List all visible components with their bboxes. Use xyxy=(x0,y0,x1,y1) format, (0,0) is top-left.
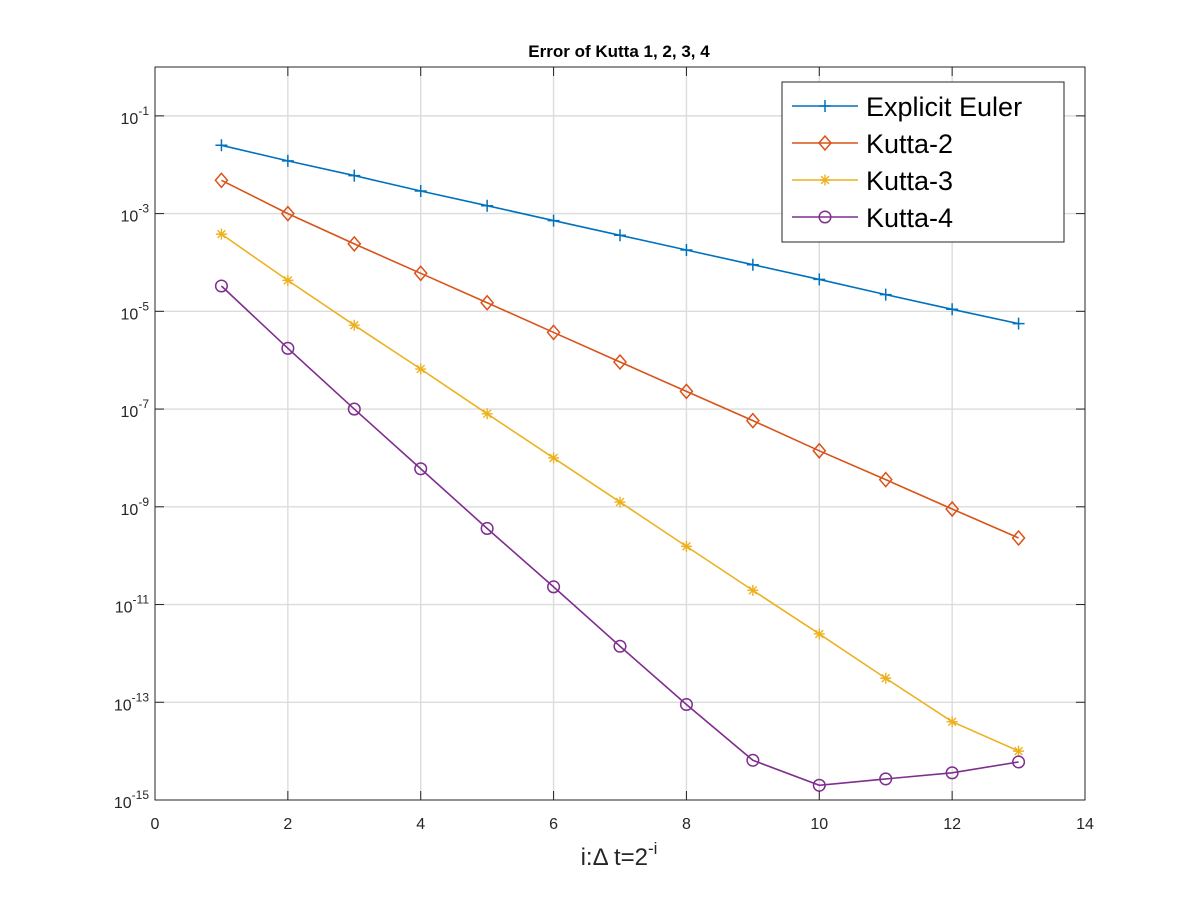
data-point xyxy=(878,471,893,488)
x-tick-label: 6 xyxy=(549,816,558,833)
series-3 xyxy=(214,279,1026,792)
data-point xyxy=(347,402,361,416)
x-tick-label: 10 xyxy=(810,816,828,833)
x-tick-label: 12 xyxy=(943,816,961,833)
data-point xyxy=(413,265,428,282)
data-point xyxy=(746,753,760,767)
y-tick-label: 10-9 xyxy=(121,495,150,519)
series-layer xyxy=(214,139,1026,792)
data-point xyxy=(812,442,827,459)
series-line xyxy=(220,285,1019,787)
x-tick-label: 14 xyxy=(1076,816,1094,833)
data-point xyxy=(282,274,294,286)
data-point xyxy=(745,412,760,429)
x-tick-label: 4 xyxy=(416,816,425,833)
data-point xyxy=(547,580,561,594)
legend: Explicit Euler Kutta-2 Kutta-3 Kutta-4 xyxy=(781,81,1065,243)
data-point xyxy=(746,258,759,271)
y-tick-label: 10-3 xyxy=(121,202,150,226)
data-point xyxy=(414,185,427,198)
legend-label: Explicit Euler xyxy=(866,92,1022,122)
legend-box xyxy=(781,81,1065,243)
legend-label: Kutta-4 xyxy=(866,203,953,233)
data-point xyxy=(414,462,428,476)
data-point xyxy=(1012,755,1026,769)
data-point xyxy=(879,288,892,301)
data-point xyxy=(1012,317,1025,330)
data-point xyxy=(813,273,826,286)
data-point xyxy=(415,363,427,375)
legend-item: Kutta-3 xyxy=(792,166,953,196)
y-tick-label: 10-5 xyxy=(121,299,150,323)
y-tick-label: 10-11 xyxy=(115,593,150,617)
data-point xyxy=(613,353,627,371)
data-point xyxy=(281,341,295,355)
data-point xyxy=(480,521,494,536)
data-point xyxy=(480,294,495,311)
data-point xyxy=(680,243,693,256)
data-point xyxy=(1013,745,1025,757)
data-point xyxy=(215,139,228,152)
data-point xyxy=(348,319,360,331)
data-point xyxy=(819,174,831,186)
data-point xyxy=(946,303,959,316)
data-point xyxy=(747,584,759,596)
chart-title: Error of Kutta 1, 2, 3, 4 xyxy=(528,42,710,61)
series-2 xyxy=(215,228,1025,757)
y-tick-label: 10-7 xyxy=(121,397,150,421)
data-point xyxy=(813,628,825,640)
x-tick-label: 0 xyxy=(151,816,160,833)
data-point xyxy=(945,500,960,518)
x-axis-tick-labels: 0 2 4 6 8 10 12 14 xyxy=(151,816,1094,833)
data-point xyxy=(347,235,362,253)
data-point xyxy=(214,279,228,293)
data-point xyxy=(546,324,561,341)
data-point xyxy=(614,229,626,242)
y-axis-tick-labels: 10-1 10-3 10-5 10-7 10-9 10-11 10-13 10-15 xyxy=(114,104,149,812)
data-point xyxy=(547,214,560,227)
data-point xyxy=(215,228,227,240)
series-1 xyxy=(214,172,1026,547)
series-line xyxy=(221,179,1019,539)
y-tick-label: 10-13 xyxy=(114,690,149,714)
data-point xyxy=(880,672,892,684)
data-point xyxy=(818,134,832,152)
data-point xyxy=(819,100,831,112)
legend-item: Explicit Euler xyxy=(792,92,1022,122)
y-tick-label: 10-1 xyxy=(121,104,150,128)
x-tick-label: 2 xyxy=(283,816,292,833)
legend-item: Kutta-4 xyxy=(792,203,953,233)
data-point xyxy=(679,697,693,712)
data-point xyxy=(281,154,294,167)
ticks xyxy=(154,67,1086,801)
data-point xyxy=(680,540,692,552)
data-point xyxy=(614,496,626,508)
data-point xyxy=(679,383,694,400)
data-point xyxy=(280,205,295,222)
x-tick-label: 8 xyxy=(682,816,691,833)
data-point xyxy=(548,452,560,464)
data-point xyxy=(946,716,958,728)
y-tick-label: 10-15 xyxy=(114,788,149,812)
legend-label: Kutta-2 xyxy=(866,129,953,159)
data-point xyxy=(481,408,493,420)
data-point xyxy=(214,172,229,189)
legend-item: Kutta-2 xyxy=(792,129,953,159)
legend-label: Kutta-3 xyxy=(866,166,953,196)
data-point xyxy=(879,772,893,786)
plot-frame xyxy=(154,66,1086,801)
data-point xyxy=(481,199,494,212)
data-point xyxy=(1011,529,1026,547)
data-point xyxy=(945,766,959,780)
series-0 xyxy=(215,139,1025,330)
data-point xyxy=(613,639,627,653)
x-axis-label: i:Δ t=2-i xyxy=(581,839,658,871)
data-point xyxy=(818,210,832,224)
data-point xyxy=(348,169,361,182)
